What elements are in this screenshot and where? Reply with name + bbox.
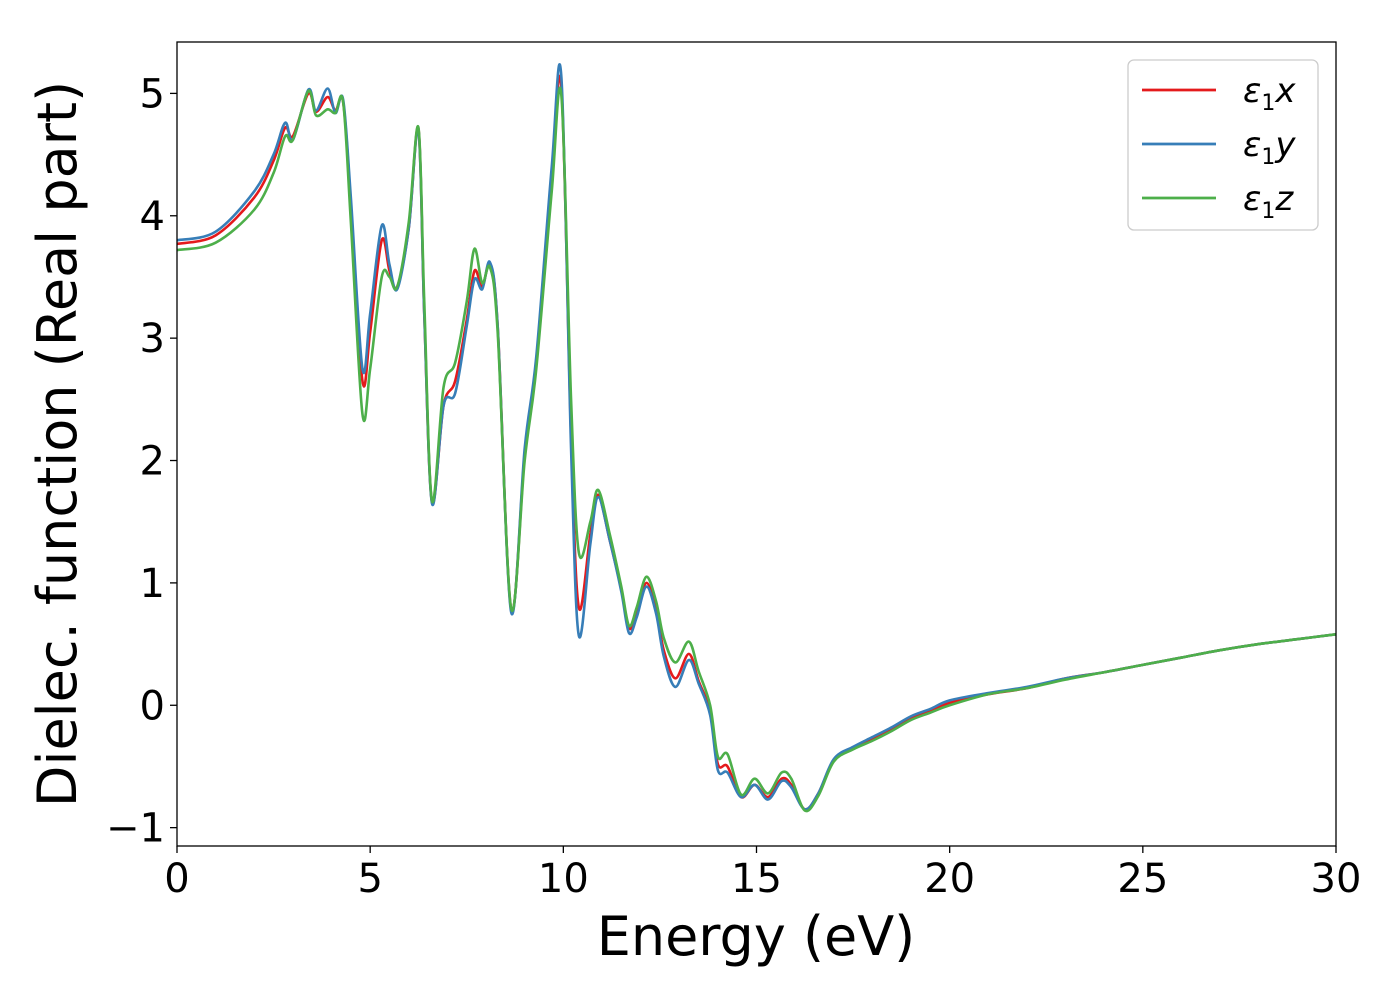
legend-label-var: y <box>1274 125 1296 165</box>
series-lines <box>177 63 1336 813</box>
plot-frame <box>176 41 1337 847</box>
legend-label-x: ε1x <box>1243 71 1296 116</box>
legend-label-subscript: 1 <box>1261 145 1275 170</box>
legend-label-subscript: 1 <box>1261 91 1275 116</box>
y-axis-title: Dielec. function (Real part) <box>26 81 89 807</box>
y-tick-label: 1 <box>140 561 165 607</box>
y-tick-label: 2 <box>140 439 165 485</box>
series-line-y <box>177 63 1336 811</box>
legend-label-base: ε <box>1243 71 1261 111</box>
legend-label-subscript: 1 <box>1261 199 1275 224</box>
x-tick-label: 25 <box>1117 856 1168 902</box>
legend-box <box>1127 59 1319 231</box>
x-tick-label: 20 <box>924 856 975 902</box>
y-tick-label: 5 <box>140 71 165 117</box>
x-axis-title: Energy (eV) <box>597 905 916 968</box>
y-axis: −1 0 1 2 3 4 5 <box>106 71 177 852</box>
legend-label-base: ε <box>1243 179 1261 219</box>
y-tick-label: 0 <box>140 683 165 729</box>
legend-label-var: z <box>1274 179 1294 219</box>
legend-label-var: x <box>1274 71 1296 111</box>
legend-label-z: ε1z <box>1243 179 1294 224</box>
y-tick-label: −1 <box>106 806 165 852</box>
x-tick-label: 30 <box>1311 856 1362 902</box>
y-tick-label: 4 <box>140 194 165 240</box>
x-tick-label: 10 <box>538 856 589 902</box>
x-tick-label: 5 <box>357 856 382 902</box>
legend-label-base: ε <box>1243 125 1261 165</box>
legend-label-y: ε1y <box>1243 125 1296 170</box>
x-tick-label: 0 <box>164 856 189 902</box>
y-tick-label: 3 <box>140 316 165 362</box>
x-axis: 0 5 10 15 20 25 30 <box>164 846 1361 902</box>
series-line-z <box>177 86 1336 813</box>
x-tick-label: 15 <box>731 856 782 902</box>
